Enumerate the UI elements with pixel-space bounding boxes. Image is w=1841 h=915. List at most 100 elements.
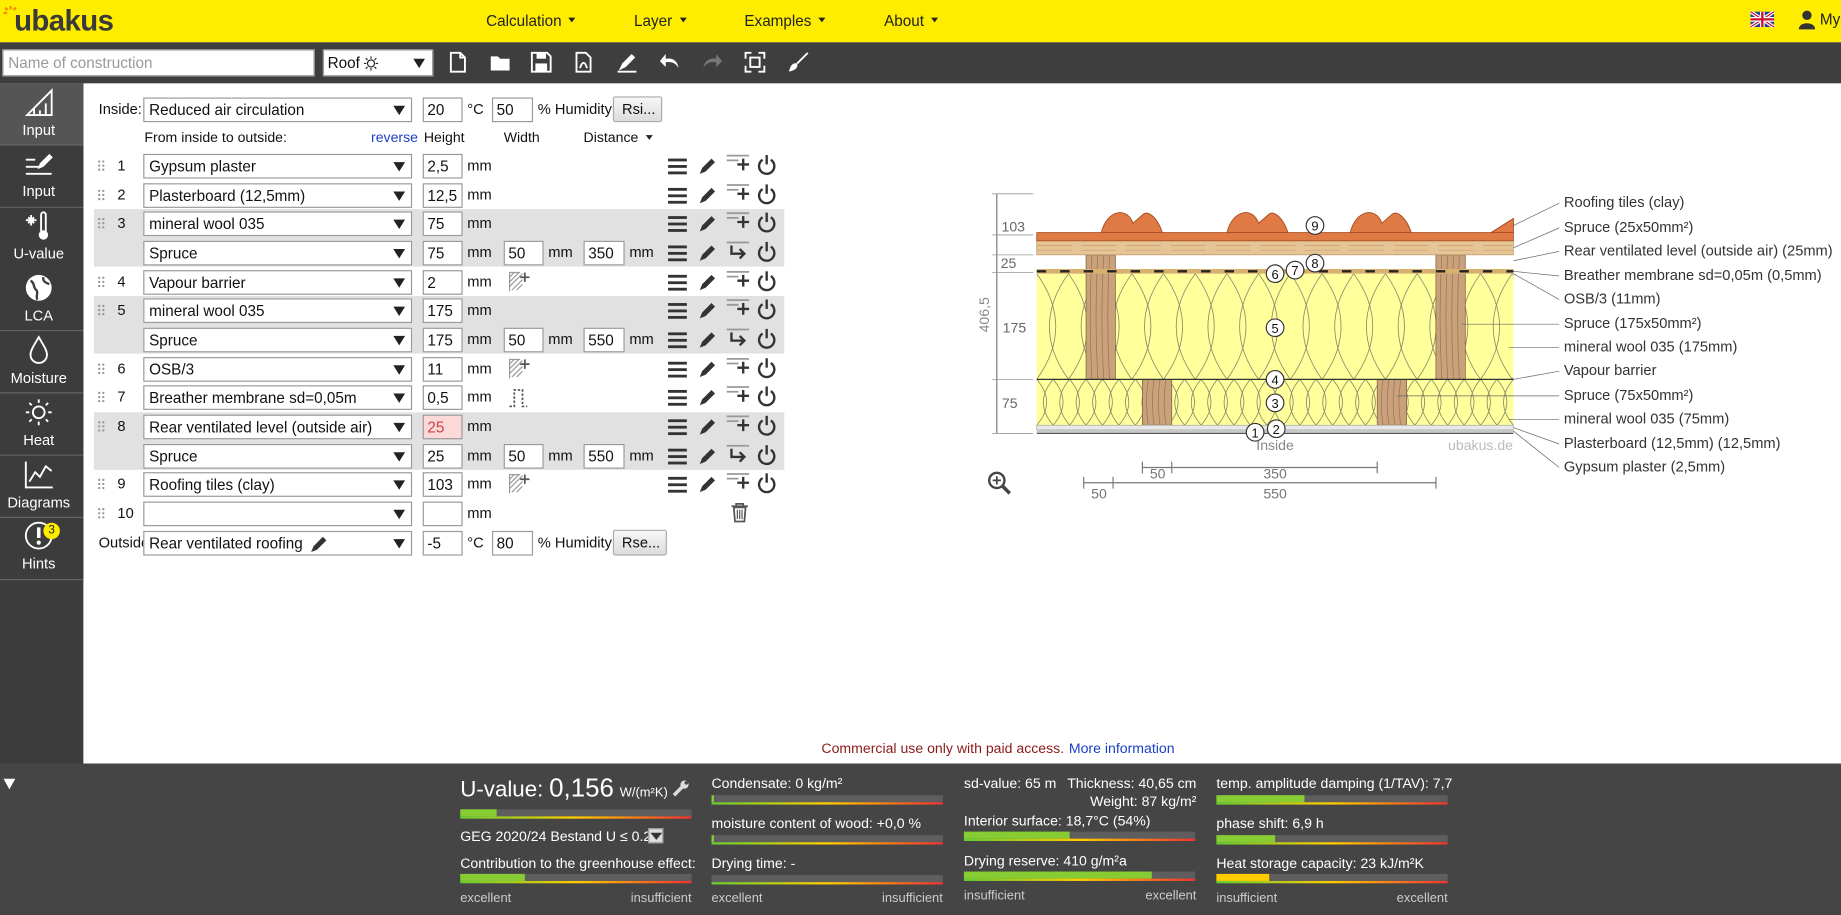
settings-icon[interactable]: [672, 780, 690, 798]
sidebar-label[interactable]: Diagrams: [7, 494, 71, 511]
layer-edit[interactable]: [699, 359, 718, 378]
layer-menu[interactable]: [668, 389, 687, 408]
layer-toggle[interactable]: [757, 241, 776, 262]
layer-menu[interactable]: [668, 418, 687, 437]
inside-condition[interactable]: Reduced air circulation: [143, 97, 413, 123]
layer-material[interactable]: Vapour barrier: [143, 269, 413, 295]
name-input[interactable]: Name of construction: [2, 49, 315, 77]
layer-material[interactable]: mineral wool 035: [143, 211, 413, 237]
layer-add[interactable]: [726, 415, 750, 434]
toolbar-icon[interactable]: [447, 51, 468, 73]
layer-menu[interactable]: [668, 476, 687, 495]
sidebar-label[interactable]: Input: [22, 183, 56, 200]
sub-material[interactable]: Spruce: [143, 443, 413, 469]
layer-material[interactable]: mineral wool 035: [143, 298, 413, 324]
user-label[interactable]: My: [1819, 10, 1841, 29]
layer-edit[interactable]: [699, 417, 718, 436]
layer-add[interactable]: [726, 212, 750, 231]
layer-toggle[interactable]: [757, 270, 776, 291]
drag-handle[interactable]: [97, 421, 105, 433]
layer-add[interactable]: [726, 299, 750, 318]
inside-temperature[interactable]: 20: [422, 97, 463, 123]
type-select[interactable]: Roof: [322, 49, 434, 77]
rsi-button[interactable]: Rsi...: [612, 96, 663, 123]
drag-handle[interactable]: [97, 507, 105, 519]
layer-toggle[interactable]: [757, 415, 776, 436]
outside-temperature[interactable]: -5: [422, 530, 463, 556]
layer-toggle[interactable]: [757, 155, 776, 175]
layer-menu[interactable]: [668, 273, 687, 292]
toolbar-icon[interactable]: [744, 51, 766, 73]
layer-edit[interactable]: [699, 156, 718, 175]
layer-menu[interactable]: [668, 157, 687, 176]
layer-swap[interactable]: [726, 328, 750, 347]
sub-width[interactable]: 50: [503, 327, 544, 353]
flag[interactable]: [1749, 10, 1776, 29]
layer-swap[interactable]: [726, 444, 750, 463]
layer-edit[interactable]: [699, 388, 718, 407]
layer-menu[interactable]: [668, 215, 687, 234]
layer-height[interactable]: [422, 501, 463, 527]
layer-height[interactable]: 0,5: [422, 385, 463, 411]
layer-height[interactable]: 75: [422, 211, 463, 237]
drag-handle[interactable]: [97, 189, 105, 201]
zoom-icon[interactable]: [987, 471, 1011, 495]
toolbar-icon[interactable]: [490, 52, 511, 73]
toolbar-icon[interactable]: [530, 51, 552, 73]
layer-type-icon[interactable]: [508, 474, 530, 495]
layer-height[interactable]: 103: [422, 472, 463, 498]
layer-height[interactable]: 12,5: [422, 182, 463, 208]
toolbar-icon[interactable]: [788, 52, 809, 73]
sidebar-label[interactable]: Hints: [22, 555, 56, 573]
layer-toggle[interactable]: [757, 473, 776, 494]
layer-add[interactable]: [726, 386, 750, 405]
layer-material[interactable]: Roofing tiles (clay): [143, 472, 413, 498]
layer-edit[interactable]: [699, 185, 718, 204]
layer-menu[interactable]: [668, 186, 687, 205]
sub-material[interactable]: Spruce: [143, 327, 413, 353]
layer-swap[interactable]: [726, 241, 750, 260]
layer-edit[interactable]: [699, 330, 718, 349]
outside-humidity[interactable]: 80: [491, 530, 534, 556]
layer-delete[interactable]: [730, 503, 749, 523]
layer-edit[interactable]: [699, 243, 718, 262]
layer-material[interactable]: Rear ventilated level (outside air): [143, 414, 413, 440]
menu-item[interactable]: Examples: [744, 9, 826, 30]
menu-item[interactable]: About: [884, 9, 939, 30]
user-icon[interactable]: [1798, 10, 1816, 30]
sidebar-label[interactable]: LCA: [24, 307, 54, 325]
layer-add[interactable]: [726, 183, 750, 202]
sidebar-item[interactable]: [0, 145, 84, 208]
sub-width[interactable]: 50: [503, 240, 544, 266]
layer-edit[interactable]: [699, 301, 718, 320]
drag-handle[interactable]: [97, 276, 105, 288]
sidebar-label[interactable]: Heat: [23, 432, 55, 449]
drag-handle[interactable]: [97, 478, 105, 490]
layer-height[interactable]: 11: [422, 356, 463, 382]
panel-toggle[interactable]: [3, 778, 16, 790]
layer-add[interactable]: [726, 357, 750, 376]
drag-handle[interactable]: [97, 305, 105, 317]
layer-material[interactable]: Gypsum plaster: [143, 153, 413, 179]
layer-toggle[interactable]: [757, 328, 776, 349]
layer-toggle[interactable]: [757, 444, 776, 465]
layer-menu[interactable]: [668, 447, 687, 466]
layer-add[interactable]: [726, 270, 750, 289]
layer-edit[interactable]: [699, 272, 718, 291]
drag-handle[interactable]: [97, 392, 105, 404]
sidebar-label[interactable]: Moisture: [10, 369, 67, 387]
layer-type-icon[interactable]: [508, 387, 529, 408]
layer-edit[interactable]: [699, 446, 718, 465]
notice-link[interactable]: More information: [1068, 739, 1175, 757]
layer-toggle[interactable]: [757, 386, 776, 407]
menu-item[interactable]: Layer: [634, 9, 687, 30]
layer-height[interactable]: 2: [422, 269, 463, 295]
column-reverse[interactable]: reverse: [371, 129, 418, 146]
drag-handle[interactable]: [97, 160, 105, 172]
inside-humidity[interactable]: 50: [491, 97, 534, 123]
toolbar-icon[interactable]: [659, 52, 681, 73]
layer-edit[interactable]: [699, 475, 718, 494]
menu-item[interactable]: Calculation: [486, 9, 576, 30]
sub-height[interactable]: 75: [422, 240, 463, 266]
layer-menu[interactable]: [668, 360, 687, 379]
